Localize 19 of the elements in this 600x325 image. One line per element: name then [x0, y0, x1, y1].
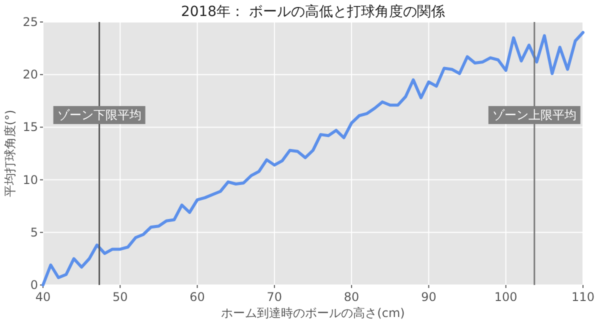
y-tick-label: 20	[22, 68, 38, 82]
y-tick-label: 25	[22, 15, 38, 29]
x-tick-label: 110	[572, 290, 594, 304]
x-tick-label: 90	[421, 290, 436, 304]
ref-line-label: ゾーン上限平均	[492, 108, 576, 122]
y-tick-label: 0	[30, 278, 38, 292]
x-tick-label: 100	[494, 290, 518, 304]
x-axis-title: ホーム到達時のボールの高さ(cm)	[221, 306, 405, 320]
y-tick-label: 5	[30, 225, 38, 240]
x-tick-label: 60	[190, 290, 205, 304]
x-tick-label: 50	[112, 290, 128, 304]
ref-line-label: ゾーン下限平均	[57, 108, 142, 122]
y-tick-label: 10	[22, 172, 38, 187]
x-tick-label: 40	[35, 290, 51, 304]
y-axis-title: 平均打球角度(°)	[3, 110, 17, 198]
y-tick-label: 15	[22, 120, 38, 134]
x-tick-label: 80	[344, 290, 360, 304]
x-tick-label: 70	[266, 290, 282, 304]
chart-title: 2018年： ボールの高低と打球角度の関係	[180, 4, 446, 20]
